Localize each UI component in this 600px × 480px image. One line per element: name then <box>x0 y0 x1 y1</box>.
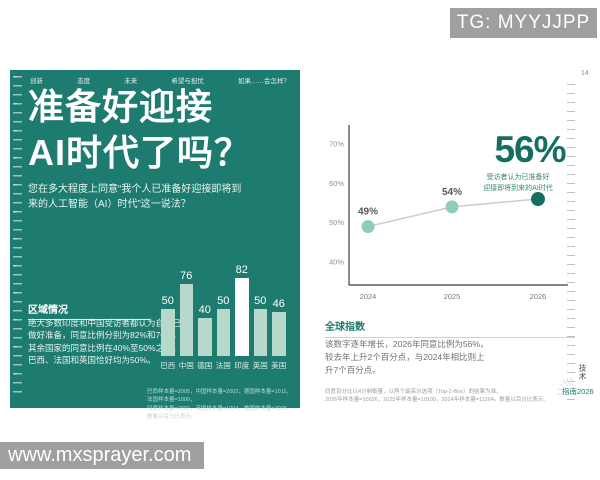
brand-label: 指南2026 <box>562 386 594 397</box>
bar-value-label: 46 <box>272 298 285 311</box>
bar-value-label: 50 <box>161 294 174 307</box>
svg-text:2025: 2025 <box>444 292 461 301</box>
page-title-line2: AI时代了吗？ <box>28 132 252 174</box>
telegram-watermark: TG: MYYJJPP <box>450 8 597 38</box>
bar <box>235 278 249 356</box>
bar-column: 46 美国 <box>271 298 286 370</box>
bar-value-label: 50 <box>254 294 267 307</box>
svg-text:50%: 50% <box>329 218 344 227</box>
right-ruler-ticks <box>567 84 575 404</box>
site-watermark: www.mxsprayer.com <box>0 442 204 469</box>
bar <box>253 308 267 356</box>
bar-column: 50 巴西 <box>160 294 175 371</box>
page-number: 14 <box>581 70 589 77</box>
nav-item-innovation: 创新 <box>30 78 43 85</box>
region-section-heading: 区域情况 <box>28 301 150 320</box>
topic-nav-row: 创新 态度 未来 希望与担忧 如果……会怎样？ <box>30 75 290 85</box>
survey-question: 您在多大程度上同意“我个人已准备好迎接即将到 来的人工智能（AI）时代”这一说法… <box>28 184 242 210</box>
bar-column: 50 法国 <box>216 294 231 371</box>
bar-category-label: 中国 <box>178 361 194 370</box>
svg-text:40%: 40% <box>329 257 344 266</box>
svg-text:54%: 54% <box>442 187 462 198</box>
right-footnote: 同意百分比以4分制衡量，以两个最高分选项（Top-2-Box）的结果为准。 20… <box>325 389 549 404</box>
bar-column: 40 德国 <box>197 304 212 370</box>
bar-category-label: 法国 <box>215 361 231 370</box>
side-label-tech: 技术 <box>577 364 588 381</box>
region-section-body: 绝大多数印度和中国受访者都认为自己已 做好准备，同意比例分别为82%和76%。 … <box>28 318 182 365</box>
bar-category-label: 美国 <box>271 361 287 370</box>
nav-item-hopes-fears: 希望与担忧 <box>171 78 204 85</box>
nav-item-future: 未来 <box>124 78 138 85</box>
bar-category-label: 英国 <box>252 361 268 370</box>
page-title-line1: 准备好迎接 <box>28 86 214 127</box>
svg-text:49%: 49% <box>358 207 378 218</box>
bar-category-label: 巴西 <box>160 361 176 370</box>
bar-chart: 50 巴西 76 中国 40 德国 50 法国 82 印度 50 英国 46 美国 <box>160 230 297 371</box>
bar-column: 82 印度 <box>234 264 249 370</box>
svg-text:2024: 2024 <box>360 292 377 301</box>
nav-item-attitude: 态度 <box>77 78 91 85</box>
line-chart: 70% 60% 50% 40% 49% 2024 54% 2025 2026 <box>329 125 568 301</box>
bar-column: 76 中国 <box>179 269 194 370</box>
left-panel: 创新 态度 未来 希望与担忧 如果……会怎样？ 准备好迎接 AI时代了吗？ 您在… <box>10 70 300 420</box>
global-section-body: 该数字逐年增长，2026年同意比例为56%， 较去年上升2个百分点，与2024年… <box>325 339 489 375</box>
bar <box>272 312 286 356</box>
bar-value-label: 82 <box>235 264 248 277</box>
global-section-heading: 全球指数 <box>325 318 575 338</box>
svg-text:70%: 70% <box>329 140 344 149</box>
bar-value-label: 76 <box>180 269 193 282</box>
nav-item-what-if: 如果……会怎样？ <box>238 78 290 85</box>
left-footnote: 巴西样本量=2005，中国样本量=2002，德国样本量=1011，法国样本量=1… <box>147 389 293 420</box>
bar-column: 50 英国 <box>253 294 268 371</box>
highlight-value: 56% <box>494 129 566 170</box>
bar-category-label: 印度 <box>234 361 250 370</box>
highlight-caption: 受访者认为已准备好 迎接即将到来的AI时代 <box>483 174 553 192</box>
svg-text:60%: 60% <box>329 179 344 188</box>
bar-category-label: 德国 <box>197 361 213 370</box>
bar-value-label: 40 <box>198 304 211 316</box>
bar <box>216 308 230 356</box>
page-title: 准备好迎接 AI时代了吗？ <box>28 84 251 176</box>
bar <box>198 318 212 356</box>
left-ruler-ticks <box>13 76 22 400</box>
bar-value-label: 50 <box>217 294 230 307</box>
svg-text:2026: 2026 <box>530 292 547 301</box>
bar <box>161 308 175 356</box>
bar <box>179 283 193 356</box>
